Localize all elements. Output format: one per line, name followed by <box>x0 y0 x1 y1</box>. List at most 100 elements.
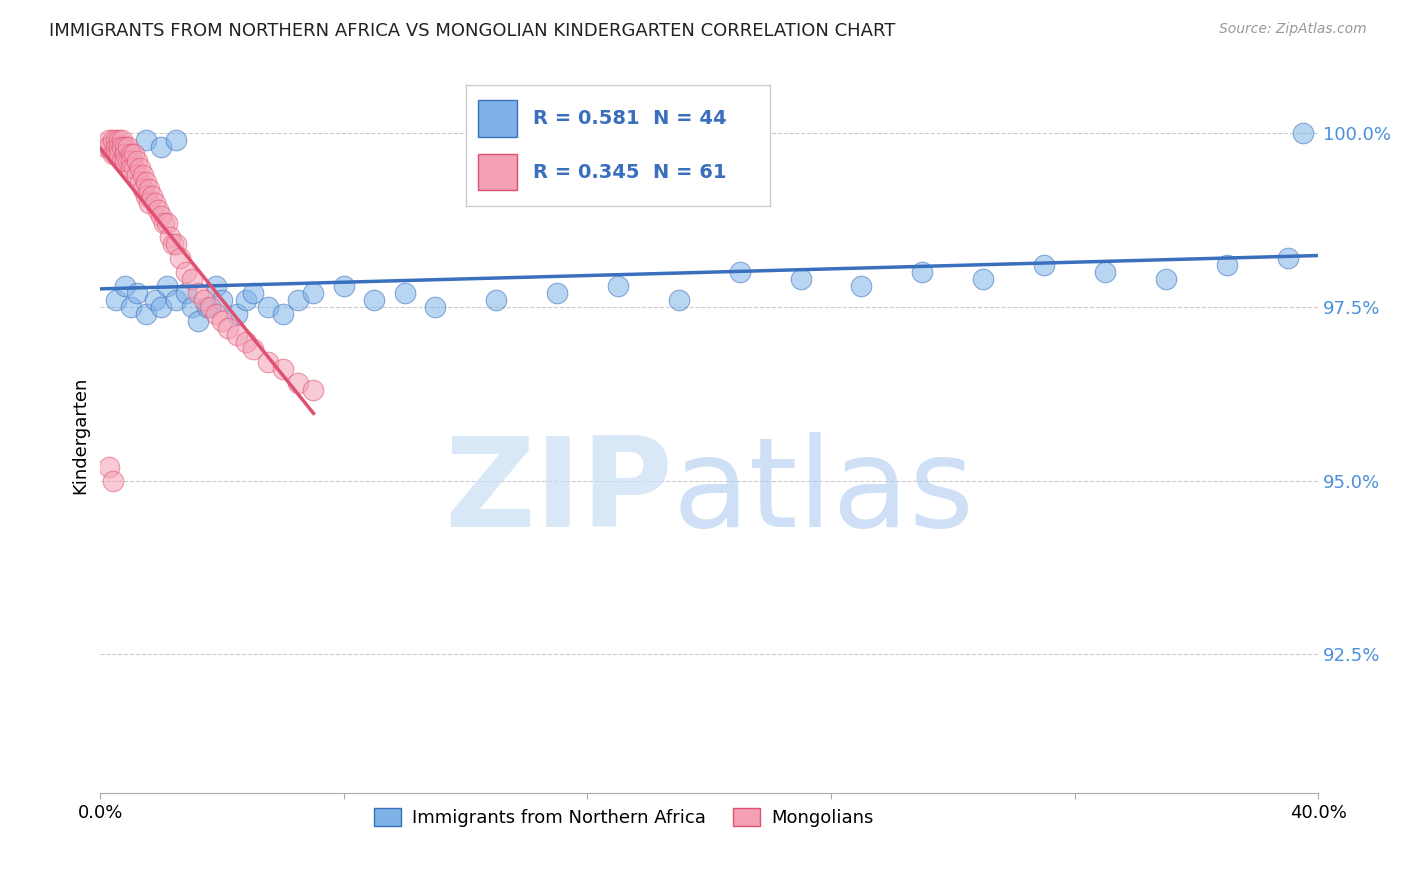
Point <box>256 355 278 369</box>
Point <box>302 383 325 397</box>
Point <box>169 251 191 265</box>
Point <box>226 327 249 342</box>
Point <box>101 133 124 147</box>
Point <box>972 272 994 286</box>
Point <box>141 188 163 202</box>
Point <box>125 153 148 168</box>
Point <box>150 140 173 154</box>
Point <box>120 300 142 314</box>
Point <box>132 168 155 182</box>
Point <box>1094 265 1116 279</box>
Point <box>135 175 157 189</box>
Point <box>135 307 157 321</box>
Point <box>180 272 202 286</box>
Point <box>129 175 152 189</box>
Point <box>211 314 233 328</box>
Point <box>198 300 221 314</box>
Point <box>256 300 278 314</box>
Point <box>150 210 173 224</box>
Point <box>911 265 934 279</box>
Point <box>1033 258 1056 272</box>
Point <box>125 285 148 300</box>
Point <box>195 300 218 314</box>
Point <box>120 161 142 175</box>
Point <box>205 307 228 321</box>
Point <box>148 202 170 217</box>
Point <box>135 133 157 147</box>
Legend: Immigrants from Northern Africa, Mongolians: Immigrants from Northern Africa, Mongoli… <box>367 801 880 834</box>
Point <box>363 293 385 307</box>
Point <box>132 181 155 195</box>
Point <box>114 153 136 168</box>
Point <box>287 376 309 391</box>
Point <box>122 161 145 175</box>
Text: ZIP: ZIP <box>444 432 672 553</box>
Point <box>120 147 142 161</box>
Point <box>138 181 160 195</box>
Point <box>101 147 124 161</box>
Y-axis label: Kindergarten: Kindergarten <box>72 376 89 494</box>
Point <box>111 153 134 168</box>
Point <box>242 285 264 300</box>
Point <box>104 140 127 154</box>
Point <box>159 230 181 244</box>
Point <box>271 362 294 376</box>
Point <box>114 279 136 293</box>
Point <box>125 168 148 182</box>
Point <box>485 293 508 307</box>
Point <box>138 195 160 210</box>
Point <box>166 293 188 307</box>
Point <box>193 293 215 307</box>
Point <box>394 285 416 300</box>
Point <box>287 293 309 307</box>
Point <box>187 285 209 300</box>
Point <box>156 216 179 230</box>
Point <box>98 133 121 147</box>
Point <box>271 307 294 321</box>
Point <box>104 133 127 147</box>
Point <box>217 320 239 334</box>
Point <box>205 279 228 293</box>
Text: Source: ZipAtlas.com: Source: ZipAtlas.com <box>1219 22 1367 37</box>
Point <box>111 133 134 147</box>
Point <box>107 133 129 147</box>
Point <box>129 161 152 175</box>
Point <box>135 188 157 202</box>
Point <box>180 300 202 314</box>
Point <box>98 459 121 474</box>
Point <box>728 265 751 279</box>
Point <box>143 195 166 210</box>
Point <box>111 140 134 154</box>
Point <box>117 153 139 168</box>
Point <box>1216 258 1239 272</box>
Point <box>1277 251 1299 265</box>
Point <box>789 272 811 286</box>
Point <box>211 293 233 307</box>
Point <box>153 216 176 230</box>
Point <box>122 147 145 161</box>
Point <box>851 279 873 293</box>
Text: IMMIGRANTS FROM NORTHERN AFRICA VS MONGOLIAN KINDERGARTEN CORRELATION CHART: IMMIGRANTS FROM NORTHERN AFRICA VS MONGO… <box>49 22 896 40</box>
Point <box>143 293 166 307</box>
Point <box>174 265 197 279</box>
Point <box>668 293 690 307</box>
Point <box>162 237 184 252</box>
Point <box>606 279 628 293</box>
Point <box>107 140 129 154</box>
Point <box>104 293 127 307</box>
Point <box>107 147 129 161</box>
Point <box>166 133 188 147</box>
Point <box>101 474 124 488</box>
Point <box>242 342 264 356</box>
Point <box>1292 126 1315 140</box>
Point <box>114 147 136 161</box>
Point <box>174 285 197 300</box>
Point <box>104 147 127 161</box>
Point <box>235 293 257 307</box>
Point <box>226 307 249 321</box>
Point <box>98 140 121 154</box>
Point <box>425 300 447 314</box>
Point <box>150 300 173 314</box>
Point <box>166 237 188 252</box>
Point <box>187 314 209 328</box>
